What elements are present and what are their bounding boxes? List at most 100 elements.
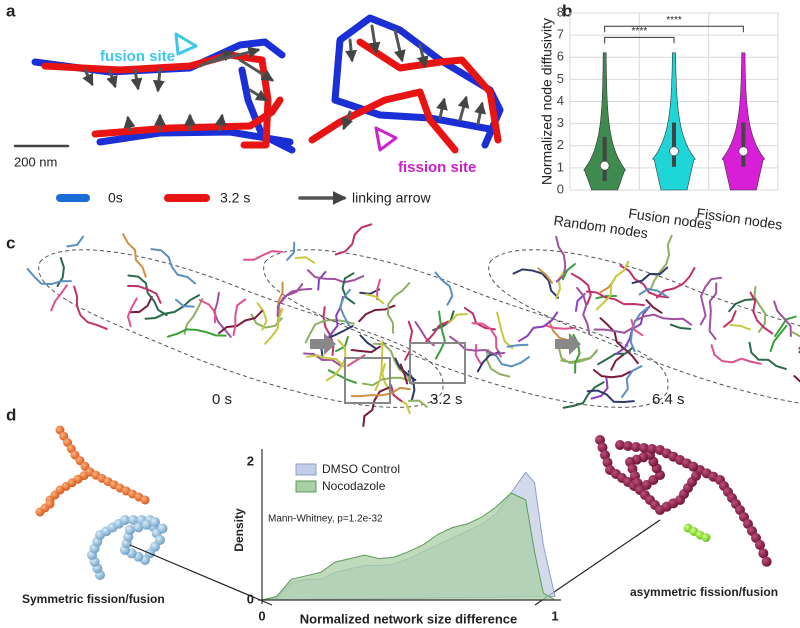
filament xyxy=(322,306,335,356)
filament xyxy=(463,306,496,331)
bead xyxy=(761,556,772,567)
bead-models xyxy=(35,425,772,580)
filament xyxy=(359,288,381,295)
filament xyxy=(320,325,354,359)
bead xyxy=(639,443,649,453)
filament xyxy=(376,278,382,301)
annotation: Mann-Whitney, p=1.2e-32 xyxy=(268,514,383,525)
y-tick-label: 5 xyxy=(557,71,564,86)
filament xyxy=(362,376,412,387)
bead xyxy=(615,440,625,450)
filament xyxy=(50,284,68,312)
filament xyxy=(350,345,381,354)
legend-label: DMSO Control xyxy=(322,462,400,476)
filament xyxy=(294,256,316,264)
filament xyxy=(537,267,554,284)
y-tick-label: 3 xyxy=(557,115,564,130)
filament xyxy=(434,271,454,306)
filament xyxy=(793,375,800,383)
filament xyxy=(708,282,718,341)
filament xyxy=(576,286,591,335)
bead xyxy=(150,517,160,527)
filament xyxy=(485,351,530,368)
bead xyxy=(647,444,657,454)
filament xyxy=(599,317,639,365)
x-tick-label: 1 xyxy=(551,608,558,623)
filament xyxy=(610,353,625,371)
filament xyxy=(621,365,643,398)
median xyxy=(738,146,749,157)
y-tick-label: 7 xyxy=(557,27,564,42)
x-tick-label: 0 xyxy=(258,608,265,623)
bead xyxy=(758,548,769,559)
filament xyxy=(66,235,85,248)
filament xyxy=(728,298,757,313)
y-tick-label: 8 xyxy=(557,4,564,19)
filament xyxy=(749,291,774,335)
legend-label: 0s xyxy=(108,190,123,206)
legend-label: Nocodazole xyxy=(322,479,386,493)
filament xyxy=(399,363,409,385)
filament xyxy=(198,299,217,324)
caption: Symmetric fission/fusion xyxy=(22,592,165,606)
bead xyxy=(688,461,699,472)
filament xyxy=(560,349,598,364)
filament xyxy=(286,241,296,261)
time-label: 0 s xyxy=(212,391,232,408)
filament xyxy=(570,272,592,306)
annotation: fission site xyxy=(398,159,476,176)
filament xyxy=(256,302,268,331)
filament xyxy=(669,323,692,330)
filament xyxy=(365,293,385,305)
filament xyxy=(218,310,263,335)
panel-label: d xyxy=(6,405,16,424)
filament xyxy=(73,285,108,330)
violin xyxy=(721,52,766,191)
pointer xyxy=(534,519,661,606)
filament xyxy=(586,389,635,403)
bead xyxy=(141,519,152,530)
filament xyxy=(474,344,482,365)
filament xyxy=(774,315,797,338)
filament xyxy=(562,381,605,409)
bead xyxy=(128,515,139,525)
filament xyxy=(729,323,751,331)
filament xyxy=(434,310,446,360)
filament xyxy=(631,266,669,285)
filament xyxy=(723,310,737,328)
filament xyxy=(126,297,138,328)
bead xyxy=(755,540,765,550)
filament xyxy=(555,269,566,300)
filament xyxy=(339,288,351,326)
significance-label: **** xyxy=(632,26,648,37)
content: a b c d xyxy=(6,1,800,606)
filament xyxy=(748,341,787,370)
step-arrow xyxy=(555,333,581,355)
time-label: 3.2 s xyxy=(430,391,463,408)
filament xyxy=(710,344,762,365)
time-label: 6.4 s xyxy=(652,391,685,408)
x-axis-title: Normalized network size difference xyxy=(300,611,517,626)
panel-label: b xyxy=(562,1,572,20)
filament xyxy=(561,262,576,281)
cell-outline xyxy=(263,249,669,408)
filament xyxy=(374,340,384,392)
filament xyxy=(150,248,197,285)
filament xyxy=(304,318,355,344)
bead xyxy=(157,523,168,534)
filament xyxy=(372,342,414,386)
filament xyxy=(769,325,788,353)
filament xyxy=(517,311,559,343)
filament xyxy=(773,300,792,338)
filament xyxy=(327,369,357,384)
panel-label: a xyxy=(6,1,16,20)
filament xyxy=(791,331,800,338)
filament xyxy=(544,324,577,330)
y-tick-label: 2 xyxy=(247,453,254,468)
bead xyxy=(623,441,633,451)
filament xyxy=(242,250,283,261)
filament xyxy=(512,268,560,299)
filament xyxy=(359,334,377,350)
legend-label: linking arrow xyxy=(352,190,431,206)
